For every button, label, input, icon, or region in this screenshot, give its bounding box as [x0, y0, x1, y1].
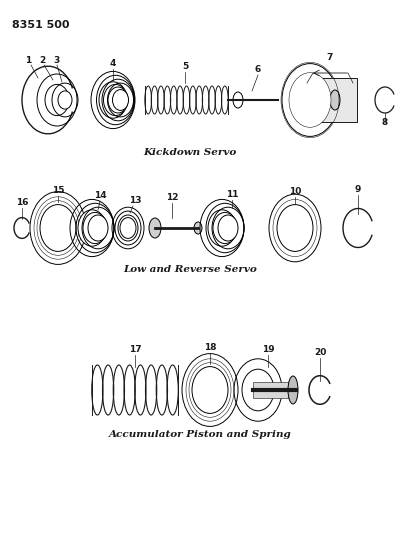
Text: 4: 4 [110, 59, 116, 68]
Circle shape [103, 84, 127, 116]
Circle shape [108, 87, 128, 113]
Circle shape [58, 91, 72, 109]
Text: Kickdown Servo: Kickdown Servo [143, 148, 236, 157]
Bar [252, 382, 295, 398]
Text: 10: 10 [288, 187, 301, 196]
Text: 12: 12 [165, 193, 178, 202]
Circle shape [289, 74, 329, 126]
Text: 1: 1 [25, 56, 31, 65]
Ellipse shape [329, 90, 339, 110]
Text: 18: 18 [203, 343, 216, 352]
Circle shape [78, 210, 106, 246]
Text: 16: 16 [16, 198, 28, 207]
Circle shape [118, 215, 138, 241]
Text: 20: 20 [313, 348, 326, 357]
Text: Low and Reverse Servo: Low and Reverse Servo [123, 265, 256, 274]
Circle shape [213, 212, 236, 244]
Circle shape [120, 217, 136, 238]
Circle shape [40, 205, 76, 252]
Circle shape [45, 84, 69, 116]
Text: 9: 9 [354, 185, 360, 194]
Circle shape [218, 215, 237, 241]
Circle shape [99, 82, 127, 118]
Circle shape [191, 367, 227, 414]
Circle shape [112, 90, 128, 110]
Text: 5: 5 [182, 62, 188, 71]
Ellipse shape [148, 218, 161, 238]
Circle shape [241, 369, 273, 411]
Text: 8: 8 [381, 118, 387, 127]
Text: 6: 6 [254, 65, 261, 74]
Circle shape [88, 215, 108, 241]
Text: 17: 17 [128, 345, 141, 354]
Bar [314, 78, 356, 122]
Text: 2: 2 [39, 56, 45, 65]
Circle shape [288, 72, 330, 127]
Text: 3: 3 [53, 56, 59, 65]
Text: 15: 15 [52, 186, 64, 195]
Text: 13: 13 [128, 196, 141, 205]
Text: 19: 19 [261, 345, 274, 354]
Ellipse shape [287, 376, 297, 404]
Circle shape [83, 212, 107, 244]
Text: 11: 11 [225, 190, 238, 199]
Text: Accumulator Piston and Spring: Accumulator Piston and Spring [108, 430, 291, 439]
Circle shape [276, 205, 312, 252]
Text: 14: 14 [94, 191, 106, 200]
Text: 8351 500: 8351 500 [12, 20, 70, 30]
Circle shape [207, 210, 236, 246]
Ellipse shape [193, 222, 202, 234]
Text: 7: 7 [326, 53, 333, 62]
